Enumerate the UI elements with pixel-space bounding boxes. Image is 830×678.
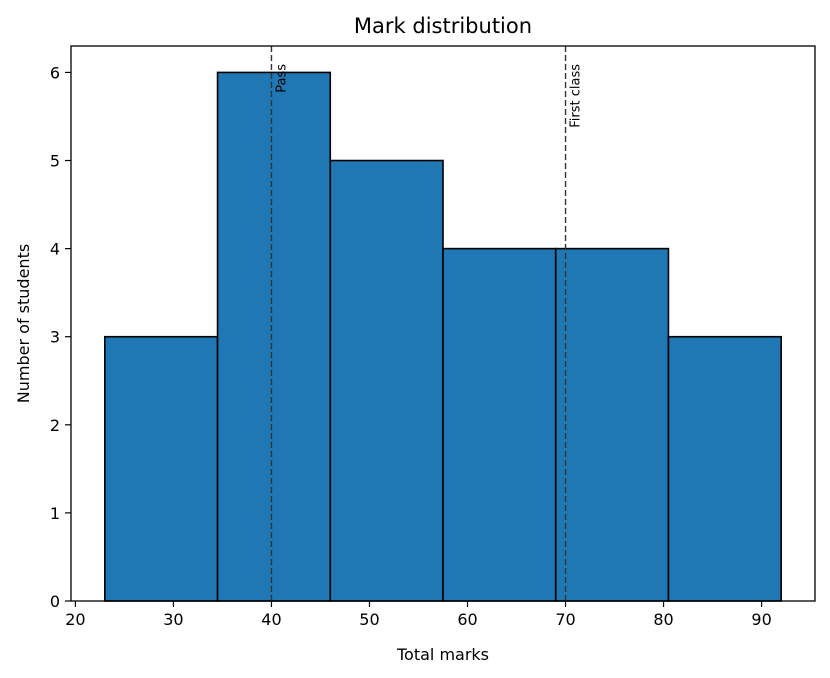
reference-line-label-1: First class	[569, 64, 584, 128]
histogram-bar-4	[554, 247, 670, 602]
y-axis-ticks: 0 1 2 3 4 5 6	[50, 63, 71, 611]
x-tick-label-0: 20	[65, 610, 85, 629]
chart-title: Mark distribution	[354, 14, 532, 38]
x-tick-label-2: 40	[261, 610, 281, 629]
histogram-bar-2	[329, 159, 444, 602]
y-tick-label-2: 2	[50, 416, 60, 435]
y-tick-label-6: 6	[50, 63, 60, 82]
x-tick-label-7: 90	[751, 610, 771, 629]
x-tick-label-6: 80	[653, 610, 673, 629]
reference-line-label-0: Pass	[274, 64, 289, 93]
histogram-bar-1	[216, 71, 332, 602]
x-tick-label-4: 60	[457, 610, 477, 629]
y-tick-label-5: 5	[50, 152, 60, 171]
x-tick-label-1: 30	[163, 610, 183, 629]
bars-group	[104, 71, 782, 602]
histogram-bar-5	[667, 335, 782, 602]
y-tick-label-1: 1	[50, 504, 60, 523]
x-axis-label: Total marks	[396, 645, 489, 664]
y-axis-label: Number of students	[14, 244, 33, 403]
reference-lines-group: Pass First class	[270, 46, 584, 601]
y-tick-label-0: 0	[50, 592, 60, 611]
histogram-bar-0	[104, 335, 219, 602]
histogram-bar-3	[442, 247, 557, 602]
plot-frame	[70, 45, 816, 602]
y-tick-label-3: 3	[50, 328, 60, 347]
x-tick-label-5: 70	[555, 610, 575, 629]
x-tick-label-3: 50	[359, 610, 379, 629]
x-axis-ticks: 20 30 40 50 60 70 80 90	[65, 601, 772, 629]
y-tick-label-4: 4	[50, 240, 60, 259]
